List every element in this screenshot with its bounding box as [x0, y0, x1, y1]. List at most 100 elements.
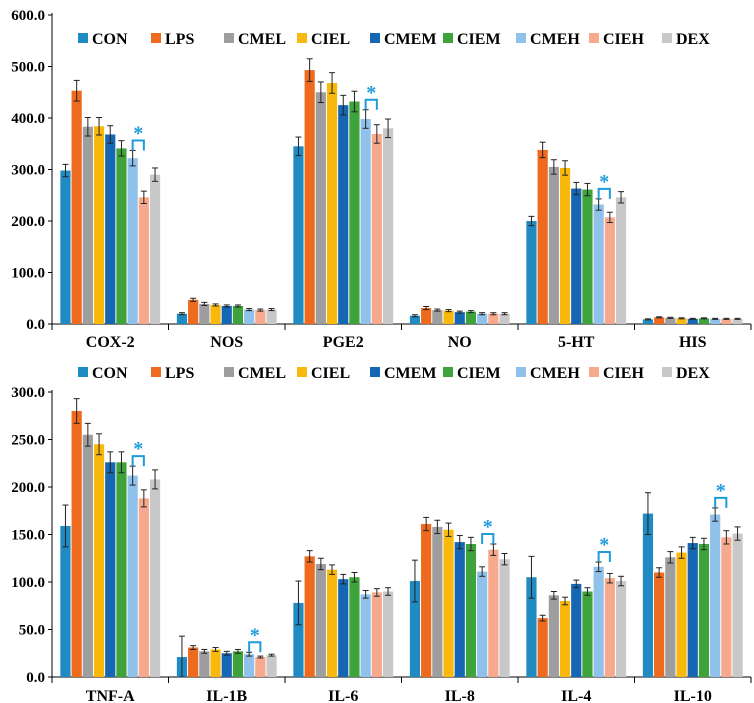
legend-swatch-con [78, 367, 88, 377]
bar-cmel [665, 557, 676, 677]
legend-swatch-cmeh [516, 367, 526, 377]
bar-con [526, 577, 537, 677]
bar-dex [266, 309, 277, 324]
bar-ciel [443, 310, 454, 324]
y-tick-label: 200.0 [11, 480, 45, 496]
bar-cieh [255, 310, 266, 324]
bar-cmel [199, 651, 210, 677]
bar-con [409, 581, 421, 677]
bar-ciem [582, 591, 593, 677]
legend-label-cmel: CMEL [238, 365, 286, 382]
bar-dex [149, 174, 161, 324]
x-tick-label: COX-2 [86, 334, 135, 351]
significance-star: * [133, 122, 143, 144]
bar-cmel [82, 434, 93, 677]
legend-label-ciem: CIEM [457, 31, 501, 48]
legend-label-cmem: CMEM [384, 31, 436, 48]
bar-dex [382, 128, 394, 324]
legend-swatch-cieh [589, 367, 599, 377]
legend-swatch-dex [662, 367, 672, 377]
bar-lps [537, 149, 548, 324]
legend-label-con: CON [92, 31, 128, 48]
legend-label-cmeh: CMEH [530, 31, 580, 48]
bar-con [526, 221, 537, 324]
bar-cmem [687, 543, 698, 677]
x-tick-label: IL-8 [445, 688, 475, 703]
legend-swatch-ciel [297, 33, 307, 43]
bar-ciel [676, 552, 687, 677]
bar-con [176, 313, 188, 324]
bar-ciel [326, 82, 338, 324]
x-tick-label: 5-HT [558, 334, 595, 351]
x-tick-label: IL-1B [206, 688, 247, 703]
bar-dex [382, 591, 394, 677]
significance-bracket [248, 641, 262, 653]
bar-ciel [93, 444, 105, 677]
legend-swatch-cmeh [516, 33, 526, 43]
y-tick-label: 600.0 [11, 8, 45, 24]
bar-dex [732, 533, 743, 677]
bar-cieh [371, 133, 382, 324]
bar-cmeh [244, 654, 255, 677]
x-tick-label: IL-10 [674, 688, 712, 703]
bar-cmem [571, 583, 582, 677]
bar-cieh [371, 592, 382, 677]
bar-cmem [454, 312, 465, 324]
legend-swatch-cmel [224, 367, 234, 377]
bar-con [60, 525, 71, 677]
bar-cmem [454, 542, 465, 677]
y-tick-label: 300.0 [11, 385, 45, 401]
y-tick-label: 150.0 [11, 528, 45, 544]
bar-ciem [232, 305, 244, 324]
legend-label-cmeh: CMEH [530, 365, 580, 382]
significance-star: * [483, 516, 493, 538]
bar-con [293, 602, 304, 677]
bar-cmeh [360, 594, 371, 677]
bar-ciem [582, 189, 593, 324]
bar-cmel [315, 563, 326, 677]
legend-swatch-cmem [370, 367, 380, 377]
bar-ciel [676, 318, 687, 324]
bar-ciel [210, 649, 221, 677]
legend-label-cieh: CIEH [603, 31, 644, 48]
legend-swatch-cmel [224, 33, 234, 43]
bar-cmel [548, 166, 559, 324]
bar-lps [421, 308, 432, 324]
bar-cieh [488, 313, 499, 324]
y-tick-label: 500.0 [11, 60, 45, 76]
bar-cmeh [127, 475, 138, 677]
legend-label-cieh: CIEH [603, 365, 644, 382]
x-tick-label: NOS [210, 334, 243, 351]
legend-label-con: CON [92, 365, 128, 382]
bar-lps [304, 70, 315, 324]
bar-dex [732, 318, 743, 324]
bar-cieh [721, 537, 732, 677]
legend-label-ciel: CIEL [311, 31, 350, 48]
legend-label-cmel: CMEL [238, 31, 286, 48]
y-tick-label: 0.0 [26, 317, 45, 333]
legend-label-dex: DEX [676, 365, 710, 382]
bar-lps [71, 411, 82, 677]
x-tick-label: NO [448, 334, 472, 351]
bar-cmel [665, 317, 676, 324]
y-tick-label: 0.0 [26, 670, 45, 686]
legend-label-ciem: CIEM [457, 365, 501, 382]
legend-swatch-lps [151, 33, 161, 43]
bar-cmeh [244, 309, 255, 324]
bar-lps [71, 90, 82, 324]
bar-cmeh [477, 571, 488, 677]
legend-label-lps: LPS [165, 365, 194, 382]
legend-swatch-ciem [443, 33, 453, 43]
significance-bracket [364, 98, 378, 110]
bar-cmel [432, 310, 443, 324]
bar-cmem [105, 134, 116, 324]
bar-cmel [315, 92, 326, 324]
y-tick-label: 200.0 [11, 214, 45, 230]
legend-label-ciel: CIEL [311, 365, 350, 382]
bar-dex [499, 559, 510, 677]
bar-con [642, 319, 654, 324]
bar-cmel [432, 526, 443, 677]
bar-cmeh [710, 318, 721, 324]
bar-ciel [443, 529, 454, 677]
